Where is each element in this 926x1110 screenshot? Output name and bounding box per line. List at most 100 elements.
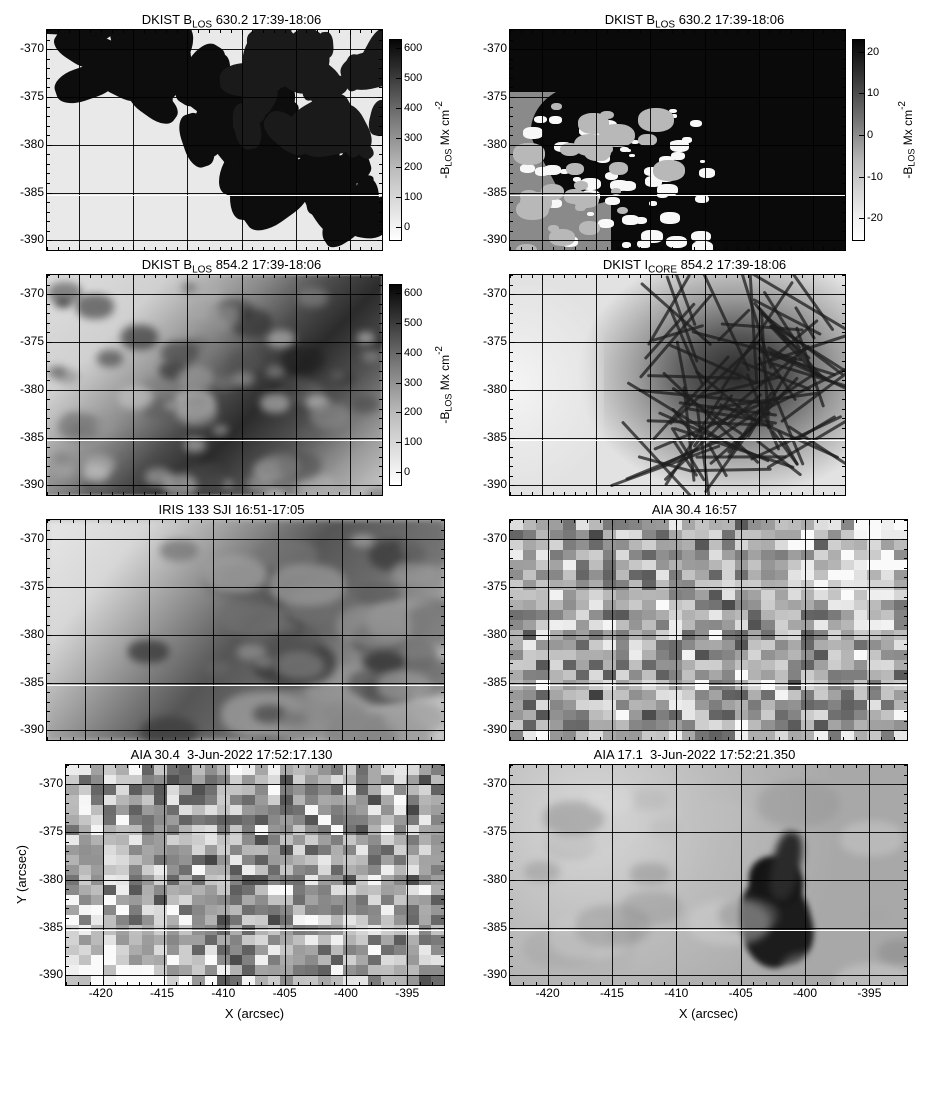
grid-line <box>346 765 347 985</box>
x-tick-label: -395 <box>857 986 881 1000</box>
grid-line <box>213 520 214 740</box>
panel-p30: AIA 30.4 3-Jun-2022 17:52:17.130Y (arcse… <box>10 745 453 1021</box>
panel-title: AIA 30.4 16:57 <box>473 502 916 518</box>
y-tick-label: -390 <box>483 967 507 981</box>
grid-line <box>510 97 845 98</box>
grid-line <box>510 928 907 929</box>
grid-line <box>759 30 760 250</box>
grid-line <box>47 587 444 588</box>
grid-line <box>676 520 677 740</box>
y-tick-label: -375 <box>20 579 44 593</box>
plot-wrap: -370-375-380-385-390 <box>473 274 916 496</box>
plot-area <box>509 519 908 741</box>
y-tick-label: -385 <box>483 675 507 689</box>
grid-line <box>66 928 444 929</box>
grid-line <box>66 784 444 785</box>
y-tick-label: -385 <box>20 430 44 444</box>
scan-line <box>47 440 382 442</box>
colorbar-tick-label: 100 <box>404 436 422 448</box>
grid-line <box>705 30 706 250</box>
y-tick-labels: -370-375-380-385-390 <box>29 764 65 986</box>
grid-line <box>187 275 188 495</box>
grid-line <box>813 30 814 250</box>
grid-line <box>510 635 907 636</box>
panel-title: AIA 17.1 3-Jun-2022 17:52:21.350 <box>473 747 916 763</box>
grid-line <box>296 275 297 495</box>
grid-line <box>676 765 677 985</box>
grid-line <box>164 765 165 985</box>
colorbar-tick-label: 300 <box>404 377 422 389</box>
scan-line <box>66 930 444 932</box>
grid-line <box>350 30 351 250</box>
y-tick-label: -390 <box>39 967 63 981</box>
x-tick-label: -405 <box>729 986 753 1000</box>
grid-line <box>47 539 444 540</box>
colorbar-tick-label: 300 <box>404 132 422 144</box>
colorbar-ticks: -20-1001020 <box>865 29 895 251</box>
plot-area <box>46 29 383 251</box>
grid-line <box>149 520 150 740</box>
grid-line <box>187 30 188 250</box>
grid-line <box>741 765 742 985</box>
colorbar-tick-label: 200 <box>404 406 422 418</box>
scan-line <box>510 440 845 442</box>
plot-area <box>509 274 846 496</box>
grid-line <box>805 765 806 985</box>
grid-line <box>510 438 845 439</box>
grid-line <box>510 390 845 391</box>
grid-line <box>242 275 243 495</box>
panel-title: IRIS 133 SJI 16:51-17:05 <box>10 502 453 518</box>
scan-line <box>510 930 907 932</box>
grid-line <box>47 240 382 241</box>
grid-line <box>66 832 444 833</box>
colorbar-ticks: 0100200300400500600 <box>402 274 432 496</box>
grid-line <box>510 975 907 976</box>
grid-line <box>47 635 444 636</box>
y-tick-label: -385 <box>39 920 63 934</box>
colorbar-tick-label: 0 <box>867 129 873 141</box>
plot-wrap: -370-375-380-385-390 <box>10 519 453 741</box>
y-tick-label: -385 <box>483 185 507 199</box>
x-tick-label: -415 <box>600 986 624 1000</box>
x-tick-label: -410 <box>664 986 688 1000</box>
y-tick-label: -380 <box>483 137 507 151</box>
y-tick-label: -385 <box>20 675 44 689</box>
grid-line <box>869 520 870 740</box>
grid-line <box>242 30 243 250</box>
grid-line <box>296 30 297 250</box>
y-tick-label: -370 <box>20 286 44 300</box>
grid-line <box>759 275 760 495</box>
colorbar: -20-1001020-BLOS Mx cm-2 <box>846 29 916 251</box>
grid-line <box>741 520 742 740</box>
colorbar-tick-label: 600 <box>404 287 422 299</box>
colorbar-label: -BLOS Mx cm-2 <box>434 101 453 179</box>
x-tick-label: -395 <box>395 986 419 1000</box>
colorbar-tick-label: 500 <box>404 317 422 329</box>
grid-line <box>705 275 706 495</box>
y-tick-label: -375 <box>20 89 44 103</box>
y-tick-label: -370 <box>483 531 507 545</box>
x-tick-label: -410 <box>211 986 235 1000</box>
panel-p31: AIA 17.1 3-Jun-2022 17:52:21.350-370-375… <box>473 745 916 1021</box>
grid-line <box>47 390 382 391</box>
grid-line <box>510 342 845 343</box>
panel-p11: DKIST ICORE 854.2 17:39-18:06-370-375-38… <box>473 255 916 496</box>
panel-p10: DKIST BLOS 854.2 17:39-18:06-370-375-380… <box>10 255 453 496</box>
y-tick-label: -390 <box>20 722 44 736</box>
grid-line <box>869 765 870 985</box>
grid-line <box>66 880 444 881</box>
y-tick-label: -370 <box>39 776 63 790</box>
y-tick-label: -390 <box>483 722 507 736</box>
grid-line <box>225 765 226 985</box>
colorbar-tick-label: 0 <box>404 221 410 233</box>
grid-line <box>285 765 286 985</box>
colorbar-gradient <box>389 284 402 486</box>
panel-title: DKIST ICORE 854.2 17:39-18:06 <box>473 257 916 273</box>
x-axis-label: X (arcsec) <box>64 1006 445 1021</box>
grid-line <box>510 880 907 881</box>
x-tick-label: -400 <box>793 986 817 1000</box>
plot-wrap: Y (arcsec)-370-375-380-385-390 <box>10 764 453 986</box>
x-axis-label: X (arcsec) <box>509 1006 908 1021</box>
y-tick-label: -375 <box>483 334 507 348</box>
grid-line <box>47 485 382 486</box>
